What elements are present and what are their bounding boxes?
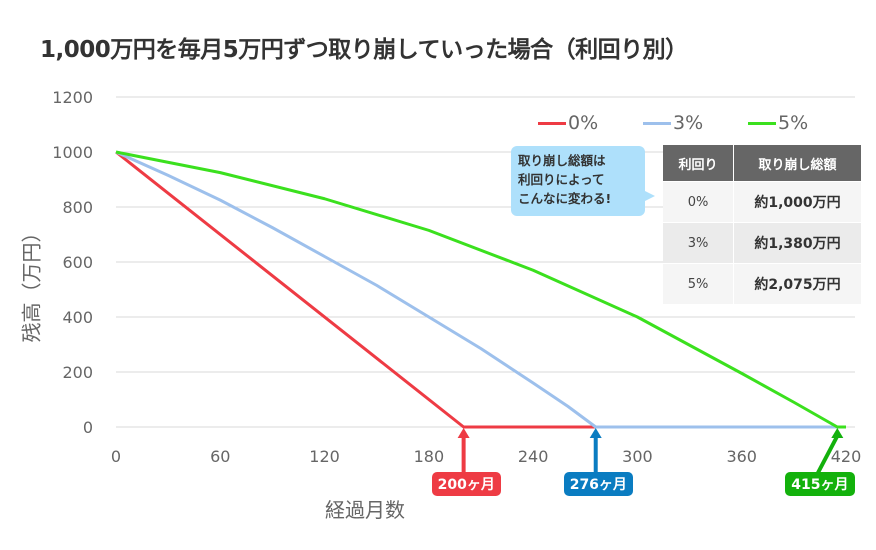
x-tick-label: 240 [518,447,549,466]
table-header: 利回り [663,145,734,182]
x-tick-label: 60 [210,447,230,466]
legend-item-0: 0% [538,112,598,134]
x-tick-label: 0 [111,447,121,466]
legend-swatch [643,121,671,125]
summary-table: 利回り 取り崩し総額 0% 約1,000万円 3% 約1,380万円 5% 約2,075… [663,145,862,304]
table-cell: 約1,380万円 [733,222,862,264]
legend-swatch [748,121,776,125]
annotation-arrowhead [831,428,844,438]
table-row: 0% 約1,000万円 [663,181,862,223]
table-cell: 3% [663,222,734,264]
table-cell: 0% [663,181,734,223]
legend-item-5: 5% [748,112,808,134]
annotation-badge: 200ヶ月 [431,472,501,496]
table-row: 5% 約2,075万円 [663,263,862,304]
callout-line: 取り崩し総額は [518,153,606,168]
y-tick-label: 400 [62,308,93,327]
callout-line: こんなに変わる! [518,191,612,206]
y-tick-label: 1200 [52,88,93,107]
y-tick-label: 0 [83,418,93,437]
legend-label: 0% [568,112,599,134]
x-tick-label: 360 [726,447,757,466]
y-tick-label: 1000 [52,143,93,162]
series-line-3pct [115,150,846,429]
x-tick-label: 420 [831,447,862,466]
y-tick-label: 200 [62,363,93,382]
legend-label: 3% [673,112,704,134]
legend-item-3: 3% [643,112,703,134]
callout-bubble: 取り崩し総額は 利回りによって こんなに変わる! [511,146,655,216]
annotation-badge: 415ヶ月 [785,472,855,496]
annotation-arrowhead [589,428,602,438]
annotation-arrowhead [457,428,470,438]
y-tick-label: 600 [62,253,93,272]
legend-swatch [538,121,566,125]
x-tick-label: 180 [414,447,445,466]
y-axis-label: 残高（万円） [19,222,44,343]
annotation-badge: 276ヶ月 [563,472,633,496]
table-header: 取り崩し総額 [733,145,862,182]
x-tick-label: 120 [309,447,340,466]
table-cell: 約1,000万円 [733,181,862,223]
chart-title: 1,000万円を毎月5万円ずつ取り崩していった場合（利回り別） [40,37,688,63]
legend-label: 5% [778,112,809,134]
y-tick-label: 800 [62,198,93,217]
x-axis-label: 経過月数 [325,498,405,522]
callout-line: 利回りによって [518,172,605,187]
annotation-arrow-shaft [815,435,840,475]
x-tick-label: 300 [622,447,653,466]
table-cell: 5% [663,263,734,304]
table-cell: 約2,075万円 [733,263,862,304]
series-line-5pct [115,150,846,429]
table-row: 3% 約1,380万円 [663,222,862,264]
